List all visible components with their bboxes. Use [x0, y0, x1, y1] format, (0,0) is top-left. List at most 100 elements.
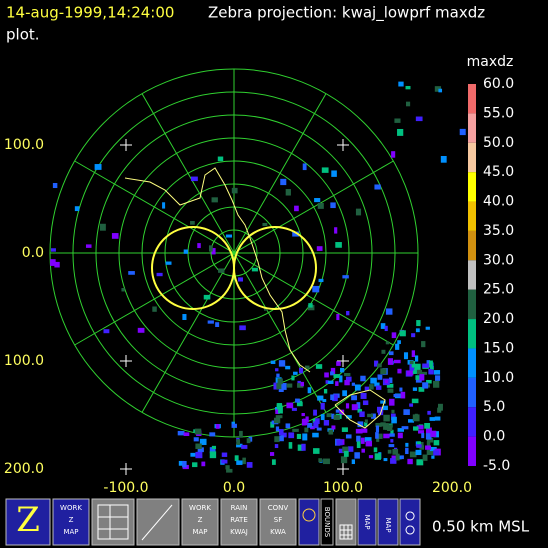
echo-cell — [395, 343, 400, 350]
echo-cell — [391, 409, 395, 414]
echo-cell — [50, 248, 56, 252]
echo-cell — [433, 440, 440, 446]
echo-cell — [426, 440, 431, 446]
echo-cell — [336, 313, 340, 321]
icon[interactable]: WORK Z MAP — [52, 498, 90, 546]
echo-cell — [273, 382, 279, 390]
echo-cell — [208, 245, 213, 252]
echo-cell — [322, 399, 327, 403]
echo-cell — [422, 382, 429, 389]
echo-cell — [377, 374, 383, 380]
icon-frame — [5, 498, 51, 546]
colorbar-label: 35.0 — [483, 223, 514, 239]
echo-cell — [438, 403, 443, 411]
echo-cell — [335, 381, 339, 386]
echo-cell — [246, 438, 251, 444]
icon[interactable]: BOUNDS — [320, 498, 334, 546]
echo-cell — [331, 170, 337, 177]
colorbar-label: 25.0 — [483, 282, 514, 298]
colorbar-label: 40.0 — [483, 194, 514, 210]
icon[interactable] — [335, 498, 357, 546]
echo-cell — [321, 167, 329, 173]
icon[interactable]: MAP — [377, 498, 399, 546]
icon-bar: Z WORK Z MAP WORK Z MAP RAIN RATE KWAJ CONV SF KWA BO… — [5, 498, 421, 546]
echo-cell — [301, 443, 306, 451]
echo-cell — [360, 375, 366, 382]
echo-cell — [399, 330, 406, 337]
icon[interactable] — [399, 498, 421, 546]
echo-cell — [399, 387, 403, 392]
icon[interactable]: Z — [5, 498, 51, 546]
echo-cell — [296, 433, 302, 440]
icon[interactable] — [298, 498, 320, 546]
echo-cell — [415, 116, 423, 122]
icon-label: RATE — [230, 516, 248, 524]
echo-cell — [323, 388, 328, 394]
echo-cell — [387, 449, 392, 454]
echo-cell — [302, 433, 308, 441]
echo-cell — [397, 368, 402, 374]
echo-cell — [274, 436, 280, 443]
icon-label: MAP — [384, 517, 392, 532]
colorbar-swatch — [468, 319, 476, 349]
echo-cell — [384, 380, 388, 384]
echo-cell — [344, 372, 351, 377]
echo-cell — [54, 261, 60, 268]
echo-cell — [416, 369, 423, 375]
echo-cell — [438, 88, 443, 93]
echo-cell — [162, 202, 166, 209]
echo-cell — [425, 427, 432, 435]
echo-cell — [291, 407, 297, 411]
grid-cross — [337, 463, 349, 475]
grid-cross — [120, 139, 132, 151]
echo-cell — [314, 198, 321, 203]
echo-cell — [405, 442, 409, 447]
echo-cell — [278, 406, 283, 414]
echo-cell — [217, 156, 224, 162]
echo-cell — [193, 437, 199, 442]
echo-cell — [437, 407, 442, 413]
icon[interactable]: CONV SF KWA — [259, 498, 297, 546]
echo-cell — [156, 272, 163, 277]
echo-cell — [408, 419, 415, 423]
echo-cell — [330, 367, 336, 375]
icon-frame — [259, 498, 297, 546]
echo-cell — [357, 421, 364, 428]
icon[interactable]: MAP — [357, 498, 377, 546]
echo-cell — [280, 383, 287, 390]
echo-cell — [391, 151, 396, 158]
echo-cell — [345, 403, 350, 409]
echo-cell — [274, 444, 279, 449]
echo-cell — [236, 460, 243, 465]
echo-cell — [275, 426, 280, 432]
echo-cell — [403, 352, 409, 360]
echo-cell — [331, 413, 335, 419]
echo-cell — [300, 381, 305, 387]
echo-cell — [388, 351, 394, 356]
x-label: -100.0 — [103, 480, 148, 496]
echo-cell — [400, 455, 404, 460]
echo-cell — [99, 223, 106, 231]
echo-cell — [429, 369, 434, 375]
icon[interactable]: RAIN RATE KWAJ — [220, 498, 258, 546]
y-label: 100.0 — [4, 353, 44, 369]
icon-frame — [399, 498, 421, 546]
icon-frame — [377, 498, 399, 546]
colorbar-swatch — [468, 142, 476, 173]
echo-cell — [315, 418, 320, 424]
echo-cell — [320, 402, 325, 410]
icon-label: RAIN — [231, 504, 248, 512]
icon[interactable]: WORK Z MAP — [181, 498, 219, 546]
echo-cell — [375, 432, 379, 439]
echo-cell — [388, 444, 395, 448]
icon[interactable] — [136, 498, 180, 546]
echo-cell — [409, 364, 413, 371]
echo-cell — [335, 409, 340, 413]
echo-cell — [380, 323, 386, 329]
echo-cell — [336, 439, 343, 446]
colorbar-label: 5.0 — [483, 399, 505, 415]
echo-cell — [285, 365, 291, 370]
echo-cell — [433, 370, 441, 375]
echo-cell — [317, 395, 324, 401]
icon[interactable] — [91, 498, 135, 546]
